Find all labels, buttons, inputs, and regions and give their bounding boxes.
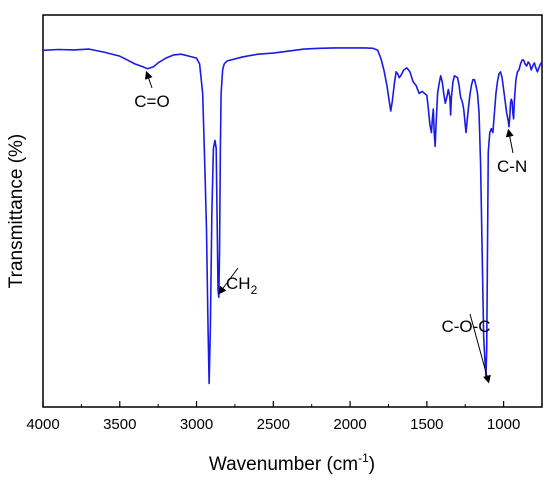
x-tick-label: 2500 (257, 416, 290, 433)
annotation-arrow-coc (469, 313, 491, 384)
x-tick-label: 1000 (487, 416, 520, 433)
x-tick-label: 3500 (103, 416, 136, 433)
y-axis-title: Transmittance (%) (6, 134, 27, 289)
annotation-label-coc: C-O-C (441, 317, 490, 336)
x-tick-label: 4000 (26, 416, 59, 433)
plot-frame (42, 14, 543, 408)
annotation-label-cn: C-N (497, 157, 527, 176)
annotation-label-ch2: CH2 (226, 274, 258, 297)
x-tick-label: 2000 (333, 416, 366, 433)
annotation-arrow-co (144, 70, 153, 89)
peak-annotations: C=O CH2 C-O-C C-N (134, 70, 527, 384)
x-axis-ticks: 4000 3500 3000 2500 2000 1500 1000 (26, 401, 543, 433)
x-axis-title: Wavenumber (cm-1) (209, 451, 375, 475)
x-tick-label: 3000 (180, 416, 213, 433)
annotation-arrow-ch2 (218, 267, 239, 295)
annotation-arrow-cn (505, 128, 514, 154)
annotation-label-co: C=O (134, 92, 169, 111)
spectrum-line (42, 47, 543, 385)
x-tick-label: 1500 (410, 416, 443, 433)
